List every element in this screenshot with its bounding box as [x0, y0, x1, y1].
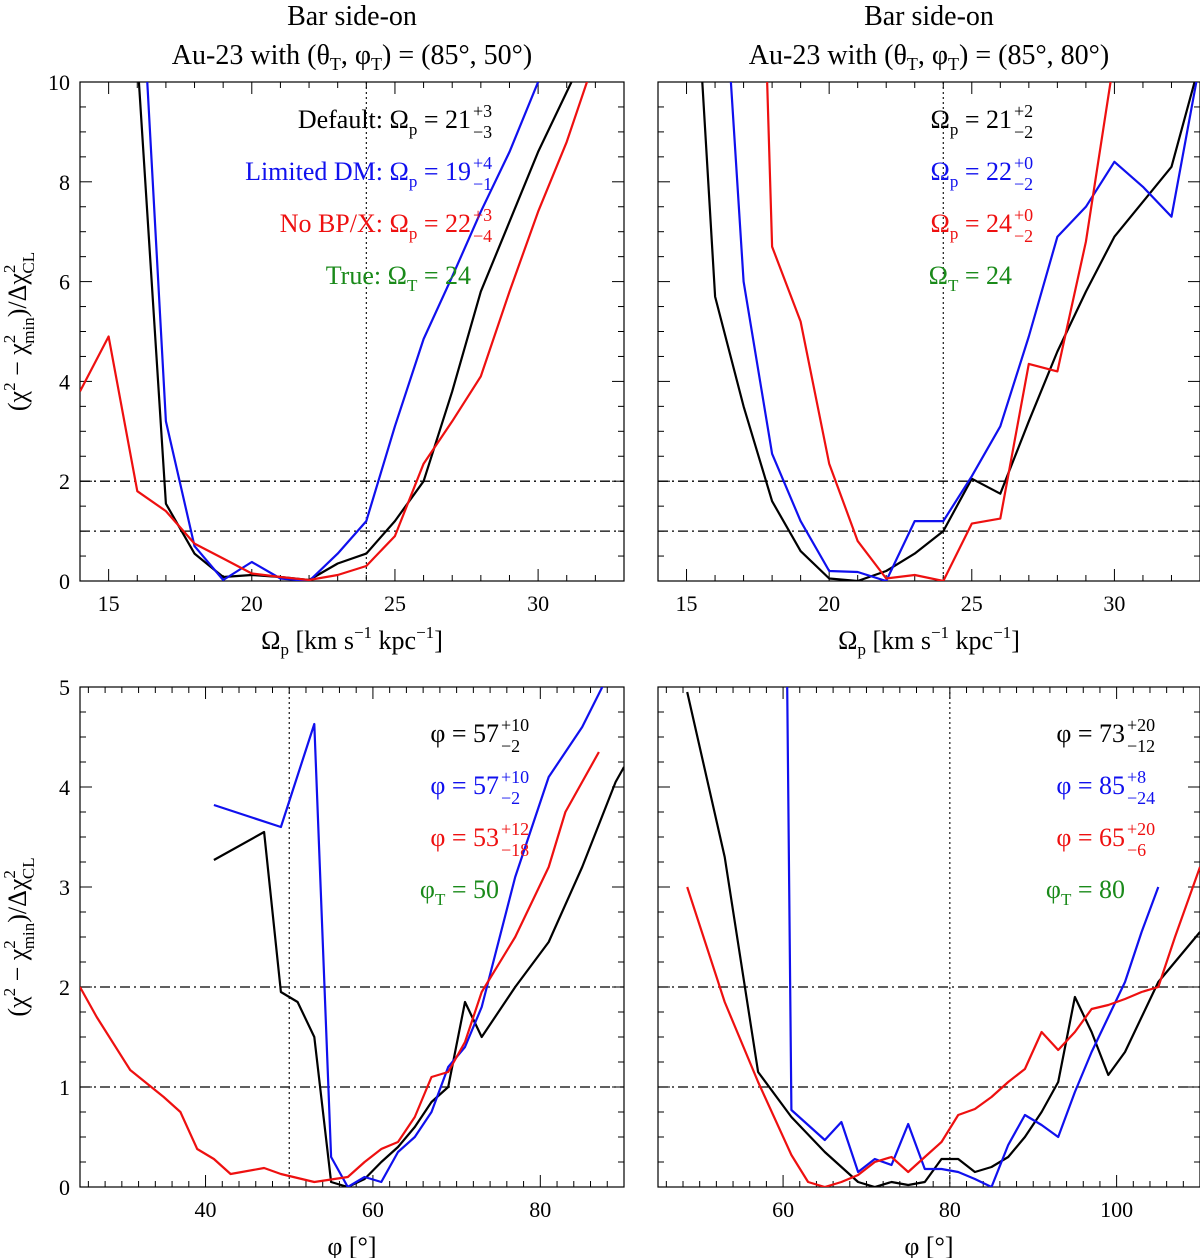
y-tick-label: 5 — [59, 675, 70, 700]
annotation-upper-error: +10 — [501, 715, 529, 735]
annotation-3: ΩT = 24 — [929, 261, 1012, 295]
panel-tl: 15 20 25 30 0 2 4 6 8 10 Bar side-on Au-23 with (θT… — [0, 1, 625, 659]
annotation-lower-error: −12 — [1127, 736, 1155, 756]
annotation-lower-error: −1 — [473, 174, 492, 194]
panel-subtitle: Au-23 with (θT, φT) = (85°, 80°) — [749, 40, 1109, 74]
annotation-upper-error: +3 — [473, 205, 492, 225]
x-tick-label: 20 — [818, 591, 840, 616]
y-tick-label: 8 — [59, 170, 70, 195]
x-axis-label: φ [°] — [904, 1232, 953, 1258]
series-default — [686, 691, 1200, 1187]
annotation-upper-error: +8 — [1127, 767, 1146, 787]
annotation-lower-error: −3 — [473, 122, 492, 142]
series-default — [213, 766, 624, 1187]
annotation-0: Ωp = 21 — [931, 105, 1013, 139]
x-tick-label: 80 — [529, 1197, 551, 1222]
x-axis-label: φ [°] — [327, 1232, 376, 1258]
annotation-lower-error: −24 — [1127, 788, 1155, 808]
annotation-upper-error: +2 — [1014, 101, 1033, 121]
y-tick-label: 4 — [59, 775, 70, 800]
series-limited-dm — [146, 82, 540, 581]
x-tick-label: 15 — [98, 591, 120, 616]
annotation-2: φ = 53 — [430, 823, 499, 852]
x-tick-label: 40 — [195, 1197, 217, 1222]
panel-tr: 15 20 25 30 Bar side-on Au-23 with (θT, φT) =… — [657, 1, 1200, 659]
y-tick-label: 3 — [59, 875, 70, 900]
annotation-lower-error: −2 — [501, 788, 520, 808]
annotation-0: Default: Ωp = 21 — [298, 105, 471, 139]
y-axis-label: (χ2 − χ2min)/Δχ2CL — [0, 857, 38, 1016]
annotation-lower-error: −2 — [1014, 226, 1033, 246]
annotation-1: Ωp = 22 — [931, 157, 1013, 191]
plot-frame — [79, 686, 625, 1188]
x-tick-label: 25 — [384, 591, 406, 616]
series-default — [701, 82, 1196, 581]
series-limited-dm — [786, 687, 1160, 1187]
annotation-upper-error: +0 — [1014, 205, 1033, 225]
annotation-lower-error: −4 — [473, 226, 492, 246]
annotation-lower-error: −2 — [501, 736, 520, 756]
y-tick-label: 0 — [59, 569, 70, 594]
series-limited-dm — [213, 687, 604, 1187]
series-limited-dm — [729, 82, 1198, 581]
x-tick-label: 25 — [961, 591, 983, 616]
annotation-1: Limited DM: Ωp = 19 — [245, 157, 471, 191]
annotation-3: True: ΩT = 24 — [326, 261, 471, 295]
annotation-3: φT = 50 — [420, 875, 499, 909]
annotation-0: φ = 73 — [1056, 719, 1125, 748]
x-tick-label: 15 — [676, 591, 698, 616]
annotation-2: φ = 65 — [1056, 823, 1125, 852]
series-no-bp-x — [686, 866, 1200, 1187]
annotation-upper-error: +3 — [473, 101, 492, 121]
x-tick-label: 60 — [772, 1197, 794, 1222]
annotation-upper-error: +4 — [473, 153, 492, 173]
y-tick-label: 1 — [59, 1075, 70, 1100]
series-no-bp-x — [80, 751, 600, 1184]
annotation-lower-error: −6 — [1127, 840, 1146, 860]
x-tick-label: 80 — [939, 1197, 961, 1222]
annotation-0: φ = 57 — [430, 719, 499, 748]
y-tick-label: 2 — [59, 469, 70, 494]
annotation-upper-error: +0 — [1014, 153, 1033, 173]
y-tick-label: 4 — [59, 369, 70, 394]
annotation-upper-error: +20 — [1127, 819, 1155, 839]
series-no-bp-x — [766, 82, 1112, 581]
x-tick-label: 30 — [1103, 591, 1125, 616]
y-tick-label: 6 — [59, 270, 70, 295]
x-tick-label: 60 — [362, 1197, 384, 1222]
x-axis-label: Ωp [km s−1 kpc−1] — [838, 623, 1020, 659]
panel-subtitle: Au-23 with (θT, φT) = (85°, 50°) — [172, 40, 532, 74]
annotation-2: Ωp = 24 — [931, 209, 1013, 243]
x-tick-label: 20 — [241, 591, 263, 616]
y-tick-label: 2 — [59, 975, 70, 1000]
x-axis-label: Ωp [km s−1 kpc−1] — [261, 623, 443, 659]
y-tick-label: 0 — [59, 1175, 70, 1200]
annotation-lower-error: −2 — [1014, 174, 1033, 194]
plot-frame — [657, 81, 1200, 582]
panel-title: Bar side-on — [287, 1, 417, 32]
annotation-2: No BP/X: Ωp = 22 — [280, 209, 471, 243]
plot-frame — [657, 686, 1200, 1188]
x-tick-label: 100 — [1100, 1197, 1133, 1222]
y-axis-label: (χ2 − χ2min)/Δχ2CL — [0, 252, 38, 411]
series-no-bp-x — [80, 82, 589, 581]
annotation-lower-error: −2 — [1014, 122, 1033, 142]
annotation-lower-error: −18 — [501, 840, 529, 860]
annotation-3: φT = 80 — [1046, 875, 1125, 909]
annotation-1: φ = 85 — [1056, 771, 1125, 800]
panel-bl: 40 60 80 0 1 2 3 4 5 φ [°] (χ2 − χ2min)/Δχ2CL φ = 5… — [0, 675, 625, 1258]
annotation-upper-error: +12 — [501, 819, 529, 839]
annotation-upper-error: +20 — [1127, 715, 1155, 735]
y-tick-label: 10 — [48, 70, 70, 95]
annotation-upper-error: +10 — [501, 767, 529, 787]
panel-title: Bar side-on — [864, 1, 994, 32]
x-tick-label: 30 — [527, 591, 549, 616]
annotation-1: φ = 57 — [430, 771, 499, 800]
